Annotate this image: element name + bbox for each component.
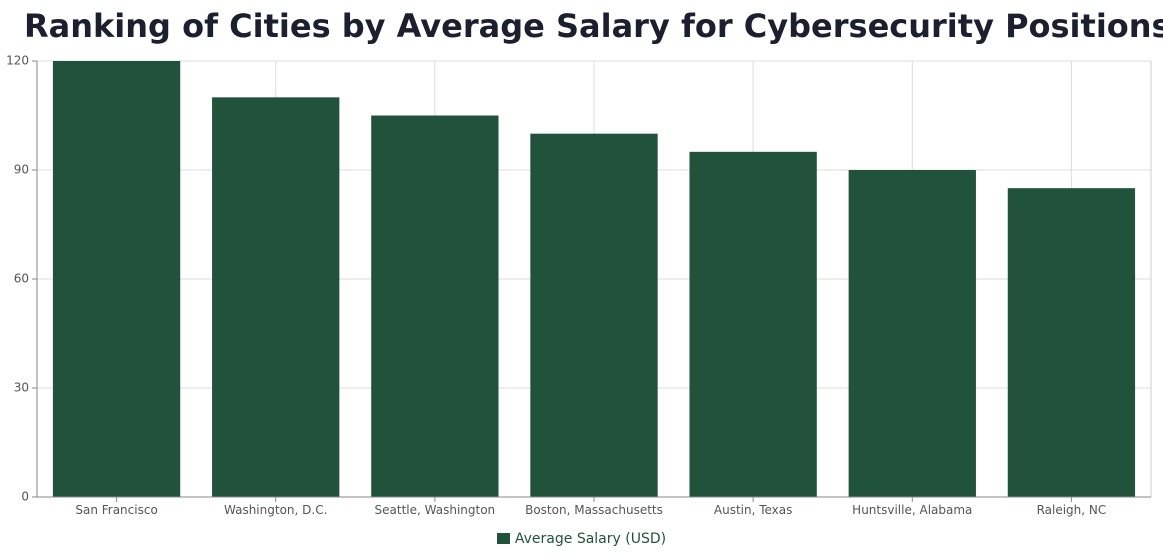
bar-2[interactable]	[371, 115, 499, 498]
bar-0[interactable]	[52, 61, 181, 497]
bar-1[interactable]	[212, 97, 340, 497]
legend: Average Salary (USD)	[0, 529, 1163, 549]
x-tick-label-4: Austin, Texas	[714, 503, 793, 517]
bar-4[interactable]	[689, 151, 817, 498]
x-tick-label-5: Huntsville, Alabama	[852, 503, 972, 517]
x-tick-label-0: San Francisco	[75, 503, 157, 517]
y-tick-label-0: 0	[21, 490, 29, 504]
bar-5[interactable]	[848, 170, 976, 497]
legend-item-average-salary[interactable]: Average Salary (USD)	[496, 531, 667, 547]
y-tick-label-2: 60	[14, 272, 29, 286]
bar-6[interactable]	[1007, 188, 1136, 497]
x-tick-label-3: Boston, Massachusetts	[525, 503, 663, 517]
legend-label: Average Salary (USD)	[514, 531, 667, 547]
x-tick-label-6: Raleigh, NC	[1037, 503, 1107, 517]
y-tick-label-4: 120	[6, 54, 29, 68]
x-tick-label-2: Seattle, Washington	[375, 503, 496, 517]
chart-title: Ranking of Cities by Average Salary for …	[24, 7, 1163, 45]
y-tick-label-3: 90	[14, 163, 29, 177]
legend-swatch	[496, 532, 510, 544]
x-tick-label-1: Washington, D.C.	[224, 503, 327, 517]
y-tick-label-1: 30	[14, 381, 29, 395]
bar-3[interactable]	[530, 133, 658, 497]
